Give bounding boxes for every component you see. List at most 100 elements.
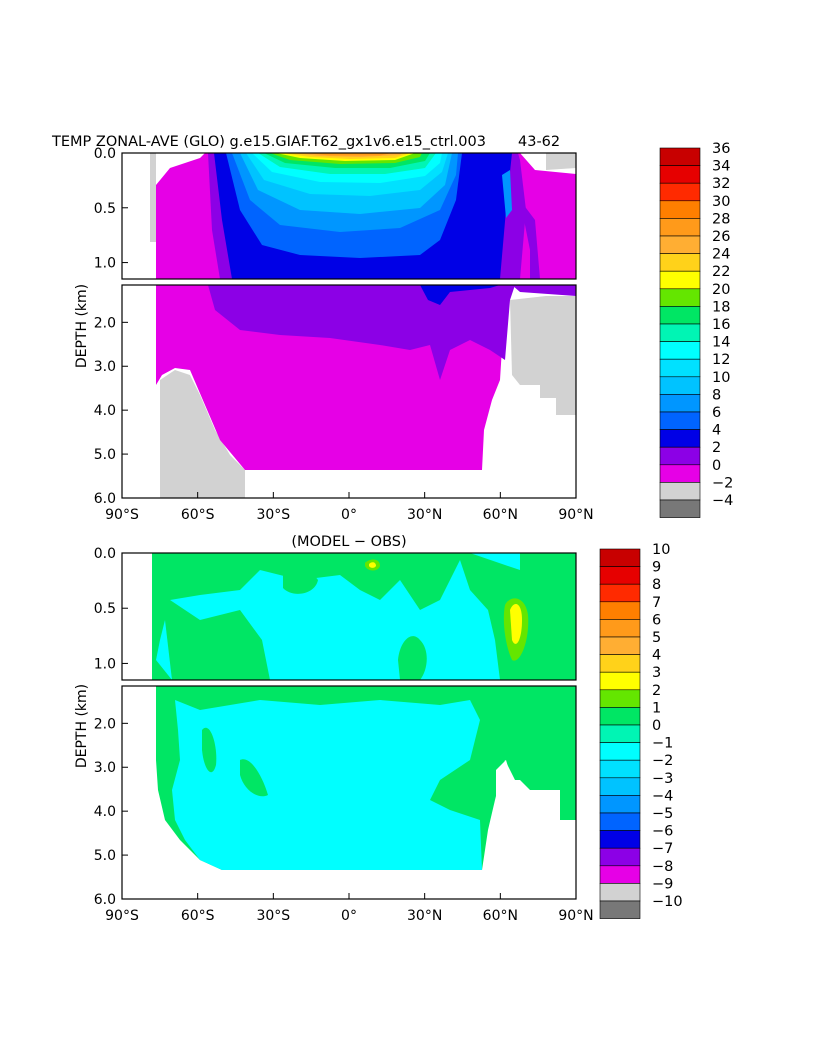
nordic-cold-tongue	[502, 170, 512, 218]
colorbar-swatch	[659, 218, 701, 237]
x-tick-label: 60°S	[181, 507, 215, 523]
colorbar-label: 6	[652, 612, 661, 628]
y-tick-label: 0.0	[94, 546, 116, 562]
bias-blob-pos-2	[398, 636, 427, 680]
y-tick-label: 3.0	[94, 760, 116, 776]
colorbar-label: 18	[712, 299, 730, 315]
colorbar-label: 8	[652, 577, 661, 593]
x-tick-label: 30°N	[407, 908, 442, 924]
colorbar-swatch	[659, 306, 701, 325]
colorbar-label: 22	[712, 264, 730, 280]
bias-fill-deep-neg	[172, 700, 482, 870]
arctic-purple-deep	[512, 285, 576, 296]
chart2-upper-field	[122, 553, 576, 680]
colorbar-label: 6	[712, 405, 721, 421]
colorbar-swatch	[659, 182, 701, 202]
colorbar-label: 14	[712, 335, 730, 351]
chart1-ylabel: DEPTH (km)	[74, 284, 90, 368]
contour-fill-6-deep	[420, 285, 500, 305]
colorbar-label: 2	[712, 440, 721, 456]
colorbar-swatch	[659, 341, 701, 360]
x-tick-label: 90°N	[558, 908, 593, 924]
land-gray-antarctic	[160, 370, 245, 498]
x-tick-label: 0°	[341, 507, 357, 523]
colorbar-swatch	[659, 411, 701, 430]
y-tick-label: 5.0	[94, 447, 116, 463]
colorbar-label: 3	[652, 665, 661, 681]
arctic-purple	[520, 200, 540, 279]
x-tick-label: 90°N	[558, 507, 593, 523]
colorbar-swatch	[599, 865, 641, 884]
colorbar-swatch	[659, 376, 701, 395]
colorbar-swatch	[599, 619, 641, 638]
colorbar-label: 2	[652, 683, 661, 699]
colorbar-label: −6	[652, 824, 673, 840]
colorbar-swatch	[659, 429, 701, 448]
colorbar-label: 12	[712, 352, 730, 368]
land-gray-south	[150, 153, 156, 242]
colorbar-swatch	[599, 548, 641, 567]
colorbar-label: 9	[652, 560, 661, 576]
colorbar-swatch	[599, 654, 641, 673]
x-tick-label: 60°N	[483, 908, 518, 924]
chart1-title-suffix: 43-62	[518, 134, 560, 150]
x-tick-label: 90°S	[105, 507, 139, 523]
contour-fill-30	[305, 153, 392, 156]
colorbar-swatch	[599, 777, 641, 796]
chart2-title: (MODEL − OBS)	[291, 534, 406, 550]
chart2-upper-frame	[121, 552, 577, 681]
colorbar-swatch	[599, 742, 641, 761]
colorbar-label: 7	[652, 595, 661, 611]
colorbar-label: 1	[652, 700, 661, 716]
y-tick-label: 1.0	[94, 656, 116, 672]
colorbar-swatch	[599, 636, 641, 655]
colorbar-label: −9	[652, 876, 673, 892]
y-tick-label: 0.5	[94, 201, 116, 217]
colorbar-swatch	[599, 671, 641, 691]
colorbar-swatch	[659, 235, 701, 254]
colorbar-swatch	[599, 601, 641, 620]
colorbar-label: 0	[712, 458, 721, 474]
colorbar-label: −5	[652, 806, 673, 822]
colorbar-label: 4	[712, 423, 721, 439]
colorbar-swatch	[599, 566, 641, 585]
colorbar-swatch	[599, 795, 641, 814]
colorbar-label: 16	[712, 317, 730, 333]
bias-blob-deep-1	[202, 727, 217, 773]
contour-fill-4-deep	[208, 285, 515, 380]
colorbar-swatch	[659, 482, 701, 501]
colorbar-label: 5	[652, 630, 661, 646]
colorbar-swatch	[659, 446, 701, 466]
x-tick-label: 0°	[341, 908, 357, 924]
colorbar-label: 34	[712, 159, 730, 175]
colorbar-swatch	[599, 583, 641, 603]
colorbar-swatch	[599, 759, 641, 779]
colorbar-swatch	[599, 689, 641, 708]
y-tick-label: 4.0	[94, 804, 116, 820]
colorbar-swatch	[659, 253, 701, 272]
colorbar-swatch	[659, 323, 701, 342]
x-tick-label: 30°S	[256, 908, 290, 924]
colorbar-swatch	[599, 707, 641, 726]
colorbar-label: 10	[712, 370, 730, 386]
chart1-upper-frame	[121, 152, 577, 280]
colorbar-label: 26	[712, 229, 730, 245]
colorbar-label: 0	[652, 718, 661, 734]
colorbar-label: 36	[712, 141, 730, 157]
y-tick-label: 2.0	[94, 716, 116, 732]
y-tick-label: 0.0	[94, 146, 116, 162]
chart2-lower-field	[122, 686, 576, 899]
colorbar-label: 10	[652, 542, 670, 558]
chart1-title: TEMP ZONAL-AVE (GLO) g.e15.GIAF.T62_gx1v…	[51, 134, 486, 150]
chart1-upper-field	[122, 153, 576, 279]
colorbar-swatch	[659, 464, 701, 483]
bias-fill-neg-south	[156, 620, 172, 680]
colorbar-label: 20	[712, 282, 730, 298]
bias-blob-pos-1	[283, 568, 318, 594]
colorbar-label: −2	[652, 753, 673, 769]
colorbar-swatch	[659, 165, 701, 184]
colorbar-swatch	[659, 200, 701, 219]
colorbar-swatch	[599, 900, 641, 919]
y-tick-label: 3.0	[94, 359, 116, 375]
